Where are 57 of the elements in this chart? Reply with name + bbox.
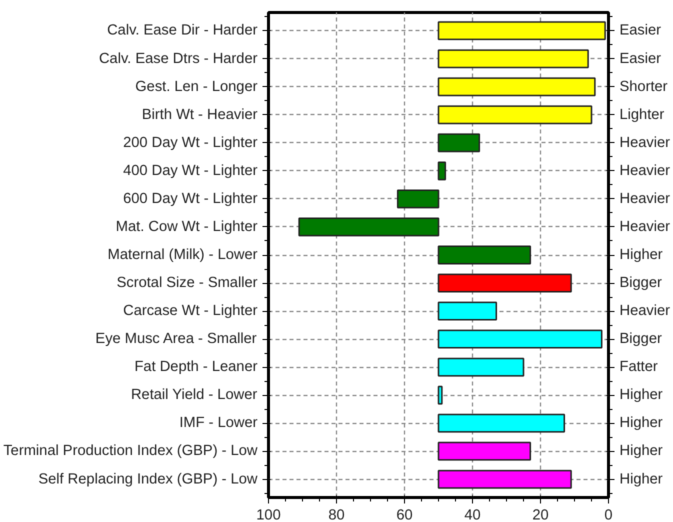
bar bbox=[438, 274, 572, 292]
y-tick-label: Carcase Wt - Lighter bbox=[123, 303, 258, 320]
y2-tick-label: Higher bbox=[620, 415, 663, 432]
y2-tick-label: Shorter bbox=[620, 78, 668, 95]
y-tick-label: Mat. Cow Wt - Lighter bbox=[116, 218, 258, 235]
y-tick-label: Gest. Len - Longer bbox=[135, 78, 258, 95]
bar bbox=[438, 21, 606, 40]
y2-tick-label: Heavier bbox=[620, 190, 670, 207]
bar bbox=[438, 414, 566, 433]
bar bbox=[438, 358, 524, 377]
y2-tick-label: Higher bbox=[620, 247, 663, 263]
bar bbox=[438, 105, 592, 124]
bar bbox=[438, 470, 572, 489]
bar bbox=[438, 442, 532, 461]
y2-tick-label: Higher bbox=[620, 443, 663, 460]
x-tick-label: 40 bbox=[464, 508, 481, 522]
y-tick-label: Calv. Ease Dir - Harder bbox=[107, 22, 258, 39]
x-tick-label: 80 bbox=[328, 508, 345, 522]
x-tick-label: 100 bbox=[256, 508, 281, 522]
bar bbox=[438, 302, 498, 321]
y2-tick-label: Fatter bbox=[620, 359, 658, 376]
y-tick-label: Calv. Ease Dtrs - Harder bbox=[98, 50, 258, 67]
x-tick-label: 60 bbox=[396, 508, 413, 522]
y2-tick-label: Heavier bbox=[620, 218, 670, 235]
y2-tick-label: Higher bbox=[620, 387, 663, 404]
bar bbox=[438, 77, 596, 96]
y2-tick-label: Easier bbox=[620, 22, 662, 39]
y2-tick-label: Heavier bbox=[620, 303, 670, 320]
y2-tick-label: Bigger bbox=[620, 331, 662, 348]
y-tick-label: 600 Day Wt - Lighter bbox=[123, 190, 258, 207]
y-tick-label: Maternal (Milk) - Lower bbox=[108, 247, 258, 263]
y2-tick-label: Higher bbox=[620, 471, 663, 488]
y-tick-label: Scrotal Size - Smaller bbox=[116, 275, 258, 292]
x-tick-label: 20 bbox=[532, 508, 549, 522]
y2-tick-label: Heavier bbox=[620, 162, 670, 179]
y-tick-label: 200 Day Wt - Lighter bbox=[123, 134, 258, 151]
bar bbox=[438, 330, 602, 349]
bar bbox=[396, 189, 440, 208]
y-tick-label: Eye Musc Area - Smaller bbox=[95, 331, 257, 348]
y2-tick-label: Lighter bbox=[620, 106, 664, 123]
y2-tick-label: Easier bbox=[620, 50, 662, 67]
y-tick-label: Fat Depth - Leaner bbox=[134, 359, 258, 376]
y-tick-label: Self Replacing Index (GBP) - Low bbox=[38, 471, 258, 488]
y2-tick-label: Heavier bbox=[620, 134, 670, 151]
y-tick-label: 400 Day Wt - Lighter bbox=[123, 162, 258, 179]
bar bbox=[298, 218, 440, 236]
y2-tick-label: Bigger bbox=[620, 275, 662, 292]
y-tick-label: Birth Wt - Heavier bbox=[142, 106, 258, 123]
x-tick-label: 0 bbox=[604, 508, 613, 522]
y-tick-label: Terminal Production Index (GBP) - Low bbox=[3, 443, 258, 460]
bar bbox=[438, 49, 589, 68]
bar bbox=[438, 246, 532, 264]
bar bbox=[438, 133, 480, 152]
bar bbox=[438, 161, 446, 180]
bar bbox=[438, 386, 443, 405]
y-tick-label: Retail Yield - Lower bbox=[130, 387, 258, 404]
y-tick-label: IMF - Lower bbox=[179, 415, 258, 432]
